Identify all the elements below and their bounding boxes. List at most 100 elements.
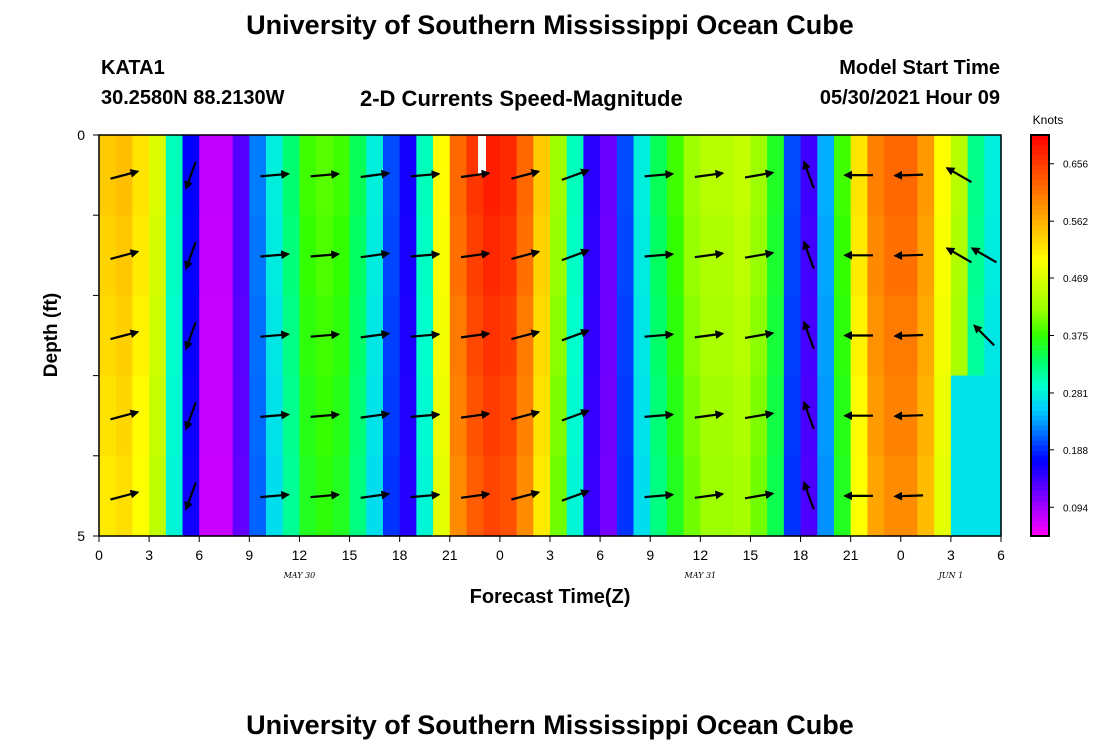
heatmap-cell bbox=[683, 215, 701, 296]
current-vector bbox=[460, 330, 491, 339]
heatmap-cell bbox=[633, 455, 651, 537]
heatmap-cell bbox=[934, 455, 952, 537]
current-vector bbox=[744, 410, 775, 420]
heatmap-cell bbox=[332, 215, 351, 296]
heatmap-cell bbox=[165, 375, 184, 457]
colorbar-segment bbox=[1031, 160, 1049, 166]
heatmap-cell bbox=[199, 215, 217, 296]
heatmap-cell bbox=[984, 215, 1002, 296]
heatmap-cell bbox=[282, 375, 301, 457]
heatmap-cell bbox=[499, 215, 518, 296]
heatmap-cell bbox=[533, 375, 551, 457]
colorbar-segment bbox=[1031, 180, 1049, 186]
heatmap-cell bbox=[399, 135, 417, 216]
current-vector bbox=[561, 328, 590, 342]
heatmap-cell bbox=[149, 215, 167, 296]
x-tick-label: 21 bbox=[442, 547, 458, 563]
colorbar-segment bbox=[1031, 445, 1049, 452]
heatmap-cell bbox=[550, 295, 568, 377]
colorbar-segment bbox=[1031, 380, 1049, 387]
colorbar-segment bbox=[1031, 395, 1049, 402]
heatmap-cell bbox=[533, 135, 551, 216]
heatmap-cell bbox=[717, 295, 735, 377]
heatmap-cell bbox=[232, 455, 250, 537]
colorbar-segment bbox=[1031, 435, 1049, 442]
heatmap-cell bbox=[249, 135, 267, 216]
current-vector bbox=[410, 250, 441, 260]
current-vector bbox=[970, 247, 997, 264]
current-vector bbox=[744, 329, 775, 339]
heatmap-cell bbox=[917, 375, 935, 457]
heatmap-cell bbox=[767, 295, 785, 377]
heatmap-cell bbox=[967, 135, 985, 216]
heatmap-cell bbox=[349, 295, 367, 377]
heatmap-cell bbox=[499, 455, 518, 537]
colorbar-tick-label: 0.281 bbox=[1063, 389, 1088, 400]
heatmap-cell bbox=[349, 215, 367, 296]
heatmap-cell bbox=[633, 215, 651, 296]
heatmap-cell bbox=[449, 135, 468, 216]
model-start-label: Model Start Time bbox=[839, 57, 1000, 79]
heatmap-cell bbox=[550, 135, 568, 216]
heatmap-cell bbox=[600, 135, 618, 216]
current-vector bbox=[310, 170, 341, 179]
heatmap-cell bbox=[215, 215, 234, 296]
heatmap-cell bbox=[867, 135, 885, 216]
heatmap-cell bbox=[884, 295, 902, 377]
station-id: KATA1 bbox=[101, 57, 165, 79]
heatmap-cell bbox=[733, 375, 752, 457]
colorbar-segment bbox=[1031, 185, 1049, 191]
current-vector bbox=[360, 249, 391, 259]
x-tick-label: 21 bbox=[843, 547, 859, 563]
colorbar-tick-label: 0.188 bbox=[1063, 446, 1088, 457]
colorbar-segment bbox=[1031, 250, 1049, 256]
heatmap-cell bbox=[232, 375, 250, 457]
heatmap-cell bbox=[332, 375, 351, 457]
heatmap-cell bbox=[499, 135, 518, 216]
current-vectors bbox=[110, 160, 997, 511]
heatmap-cell bbox=[399, 455, 417, 537]
current-vector bbox=[893, 491, 924, 501]
colorbar-segment bbox=[1031, 190, 1049, 196]
heatmap-cell bbox=[666, 375, 685, 457]
x-tick-label: 6 bbox=[997, 547, 1005, 563]
colorbar-segment bbox=[1031, 135, 1049, 141]
heatmap-cell bbox=[99, 455, 117, 537]
heatmap-cell bbox=[833, 215, 852, 296]
heatmap-cell bbox=[867, 295, 885, 377]
colorbar-segment bbox=[1031, 490, 1049, 497]
colorbar-segment bbox=[1031, 165, 1049, 171]
current-vector bbox=[310, 490, 341, 500]
colorbar-segment bbox=[1031, 155, 1049, 161]
current-vector bbox=[694, 330, 725, 339]
current-vector bbox=[460, 249, 491, 259]
x-tick-label: 6 bbox=[596, 547, 604, 563]
current-vector bbox=[310, 410, 341, 420]
current-vector bbox=[110, 409, 140, 421]
x-tick-label: 12 bbox=[292, 547, 308, 563]
colorbar-tick-label: 0.562 bbox=[1063, 217, 1088, 228]
current-vector bbox=[360, 410, 391, 420]
current-vector bbox=[184, 321, 197, 351]
colorbar-segment bbox=[1031, 290, 1049, 296]
y-axis: 05 bbox=[77, 127, 99, 544]
current-vector bbox=[511, 489, 541, 501]
colorbar-segment bbox=[1031, 430, 1049, 437]
colorbar-segment bbox=[1031, 225, 1049, 231]
current-vector bbox=[184, 482, 197, 511]
colorbar-tick-label: 0.469 bbox=[1063, 274, 1088, 285]
current-vector bbox=[184, 241, 197, 271]
colorbar-segment bbox=[1031, 215, 1049, 221]
heatmap-cell bbox=[833, 295, 852, 377]
heatmap-cell bbox=[666, 455, 685, 537]
heatmap-cell bbox=[550, 215, 568, 296]
heatmap-cell bbox=[249, 455, 267, 537]
heatmap-cell bbox=[132, 375, 150, 457]
heatmap-cell bbox=[967, 295, 985, 377]
heatmap-cell bbox=[733, 295, 752, 377]
current-vector bbox=[410, 410, 441, 420]
heatmap-cell bbox=[867, 215, 885, 296]
heatmap-cell bbox=[483, 455, 501, 537]
colorbar-segment bbox=[1031, 375, 1049, 382]
x-tick-label: 3 bbox=[546, 547, 554, 563]
